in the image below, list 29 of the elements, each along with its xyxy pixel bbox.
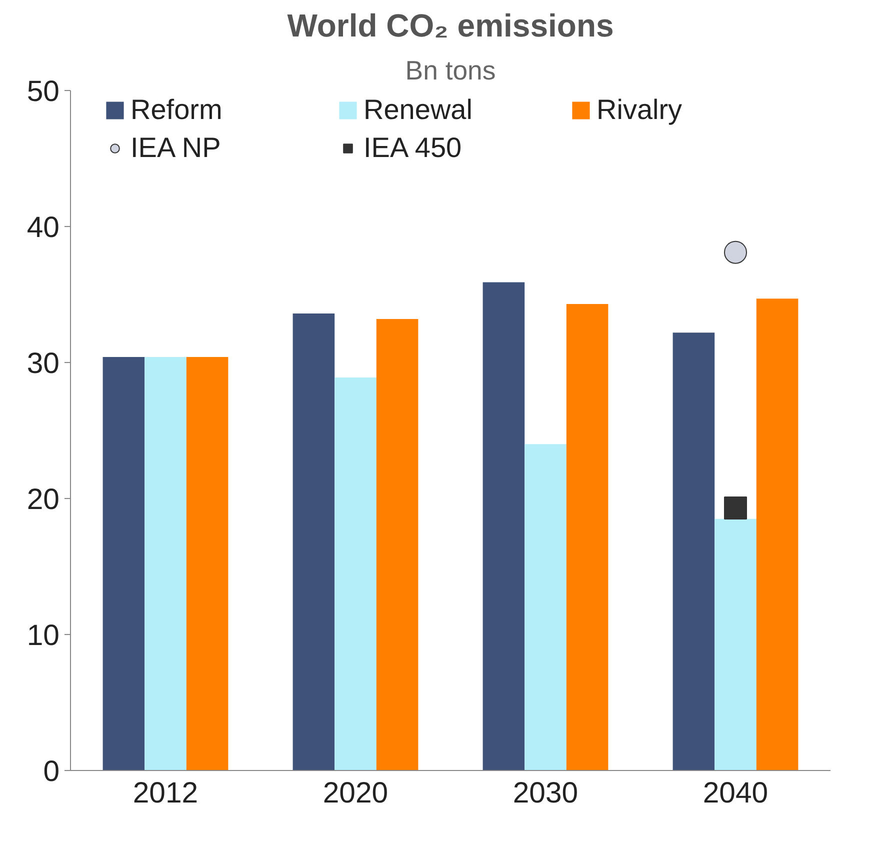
- chart-title: World CO₂ emissions: [287, 8, 614, 44]
- legend-label: Rivalry: [596, 94, 684, 126]
- bar: [186, 357, 228, 770]
- bar: [672, 332, 715, 770]
- chart-subtitle: Bn tons: [405, 56, 496, 86]
- bar: [334, 377, 376, 770]
- x-tick-label: 2020: [322, 776, 388, 810]
- x-tick-label: 2040: [702, 776, 768, 810]
- bar: [524, 444, 566, 770]
- y-tick-label: 40: [26, 211, 60, 244]
- bar: [566, 304, 608, 770]
- legend-label: IEA NP: [130, 132, 222, 164]
- y-tick-label: 30: [26, 347, 60, 380]
- bar: [482, 282, 525, 770]
- x-tick-label: 2030: [512, 776, 578, 810]
- bar: [376, 318, 418, 770]
- legend-label: Renewal: [364, 94, 474, 126]
- legend-label: IEA 450: [364, 132, 463, 164]
- y-tick-label: 10: [26, 619, 60, 652]
- legend-label: Reform: [130, 94, 224, 126]
- bar: [714, 518, 756, 770]
- y-tick-label: 20: [26, 483, 60, 516]
- x-tick-label: 2012: [132, 776, 198, 810]
- y-tick-label: 0: [43, 755, 60, 788]
- bar: [292, 314, 335, 770]
- bar: [756, 298, 798, 770]
- y-tick-label: 50: [26, 75, 60, 108]
- bar: [144, 357, 186, 770]
- bar: [102, 357, 145, 770]
